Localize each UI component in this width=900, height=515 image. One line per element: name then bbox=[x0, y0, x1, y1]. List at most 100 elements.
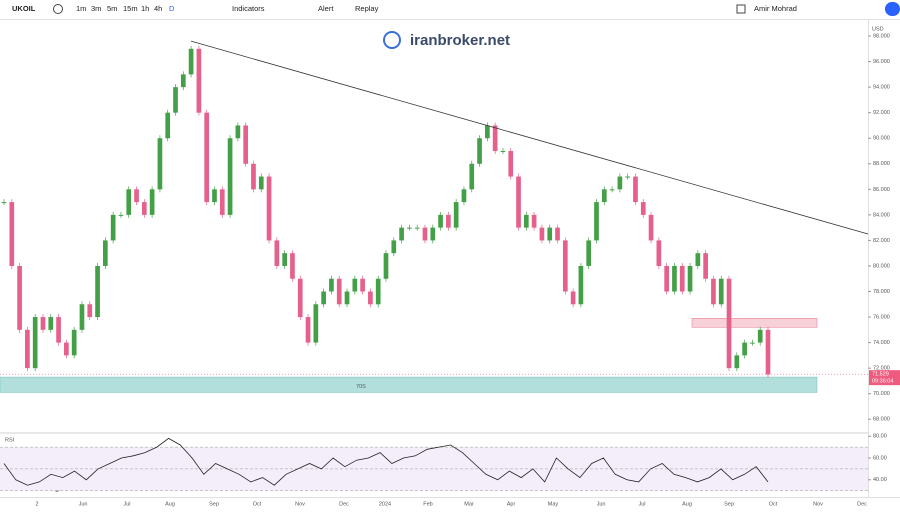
rsi-tick-label: 80.00 bbox=[873, 434, 887, 440]
candle-body bbox=[742, 342, 747, 356]
candle-body bbox=[336, 278, 342, 305]
user-name[interactable]: Amir Mohrad bbox=[754, 4, 797, 13]
candle-body bbox=[79, 304, 85, 330]
y-tick-label: 80.000 bbox=[873, 263, 890, 269]
candle-body bbox=[664, 265, 669, 292]
x-tick-label: May bbox=[548, 501, 559, 507]
interval[interactable]: 1h bbox=[141, 4, 149, 13]
y-tick-label: 98.000 bbox=[873, 34, 890, 40]
candle-body bbox=[679, 265, 685, 292]
replay-button[interactable]: Replay bbox=[355, 4, 379, 13]
indicators-button[interactable]: Indicators bbox=[232, 4, 265, 13]
last-price: 71.529 bbox=[872, 372, 889, 378]
x-tick-label: Sep bbox=[209, 501, 219, 507]
candle-body bbox=[539, 227, 545, 241]
candle-body bbox=[375, 278, 381, 305]
candle-body bbox=[570, 291, 576, 305]
candle-body bbox=[212, 189, 217, 203]
candle-body bbox=[750, 342, 755, 344]
candle-body bbox=[633, 176, 638, 203]
candle-body bbox=[562, 240, 568, 292]
candle-body bbox=[703, 253, 708, 279]
y-tick-label: 82.000 bbox=[873, 238, 890, 244]
y-tick-label: 72.000 bbox=[873, 366, 890, 372]
interval[interactable]: 4h bbox=[154, 4, 162, 13]
candle-body bbox=[25, 329, 30, 369]
candle-body bbox=[601, 189, 607, 203]
candle-body bbox=[40, 317, 46, 330]
candle-body bbox=[492, 125, 498, 152]
rsi-tick-label: 60.00 bbox=[873, 455, 887, 461]
candle-body bbox=[188, 48, 194, 75]
y-tick-label: 96.000 bbox=[873, 59, 890, 65]
candle-body bbox=[48, 317, 54, 330]
candle-body bbox=[118, 214, 124, 216]
add-symbol[interactable] bbox=[53, 4, 63, 14]
x-tick-label: Jul bbox=[123, 501, 130, 507]
currency: USD bbox=[872, 26, 884, 32]
interval[interactable]: 5m bbox=[107, 4, 117, 13]
symbol[interactable]: UKOIL bbox=[12, 4, 36, 13]
x-tick-label: Jul bbox=[638, 501, 645, 507]
x-tick-label: Jun bbox=[597, 501, 606, 507]
interval[interactable]: 15m bbox=[123, 4, 138, 13]
checkbox[interactable] bbox=[736, 4, 746, 14]
zone-label: 70S bbox=[356, 384, 366, 390]
candle-body bbox=[578, 265, 584, 305]
candle-body bbox=[352, 278, 358, 292]
candle-body bbox=[656, 240, 662, 266]
candle-body bbox=[594, 202, 599, 241]
candle-body bbox=[368, 291, 373, 305]
candle-body bbox=[243, 125, 249, 164]
alert-button[interactable]: Alert bbox=[318, 4, 334, 13]
interval[interactable]: 1m bbox=[76, 4, 86, 13]
x-tick-label: Jun bbox=[79, 501, 88, 507]
candle-body bbox=[625, 176, 631, 178]
x-tick-label: Feb bbox=[423, 501, 432, 507]
interval[interactable]: 3m bbox=[91, 4, 101, 13]
candle-body bbox=[87, 304, 93, 318]
candle-body bbox=[757, 329, 763, 343]
candle-body bbox=[196, 48, 202, 113]
candle-body bbox=[734, 355, 740, 369]
candle-body bbox=[251, 163, 256, 190]
candle-body bbox=[687, 265, 693, 292]
candle-body bbox=[718, 278, 724, 305]
publish-button[interactable] bbox=[885, 2, 900, 16]
candle-body bbox=[235, 125, 241, 139]
candle-body bbox=[180, 74, 186, 88]
candle-body bbox=[461, 189, 467, 203]
candle-body bbox=[71, 329, 77, 356]
interval[interactable]: D bbox=[169, 4, 175, 13]
y-tick-label: 76.000 bbox=[873, 314, 890, 320]
candle-body bbox=[531, 214, 537, 228]
candle-body bbox=[547, 227, 553, 241]
x-tick-label: Nov bbox=[295, 501, 305, 507]
last-price-box bbox=[869, 370, 900, 386]
candle-body bbox=[321, 291, 326, 305]
candle-body bbox=[407, 227, 412, 229]
x-tick-label: Apr bbox=[507, 501, 516, 507]
candle-body bbox=[648, 214, 654, 241]
x-tick-label: Mar bbox=[464, 501, 474, 507]
y-tick-label: 86.000 bbox=[873, 187, 890, 193]
candle-body bbox=[219, 189, 225, 215]
candle-body bbox=[695, 253, 701, 266]
candle-body bbox=[586, 240, 592, 266]
candle-body bbox=[290, 253, 295, 279]
candle-body bbox=[1, 202, 7, 204]
candle-body bbox=[313, 304, 319, 343]
candle-body bbox=[414, 227, 420, 229]
y-tick-label: 90.000 bbox=[873, 136, 890, 142]
candle-body bbox=[329, 278, 334, 292]
candle-body bbox=[274, 240, 280, 266]
candle-body bbox=[266, 176, 272, 241]
candle-body bbox=[765, 329, 771, 375]
candle-body bbox=[134, 189, 139, 203]
x-tick-label: 2 bbox=[35, 501, 38, 507]
candle-body bbox=[204, 112, 210, 203]
candle-body bbox=[110, 214, 116, 241]
trendline bbox=[190, 40, 869, 235]
zone bbox=[0, 376, 818, 393]
candle-body bbox=[523, 214, 529, 228]
